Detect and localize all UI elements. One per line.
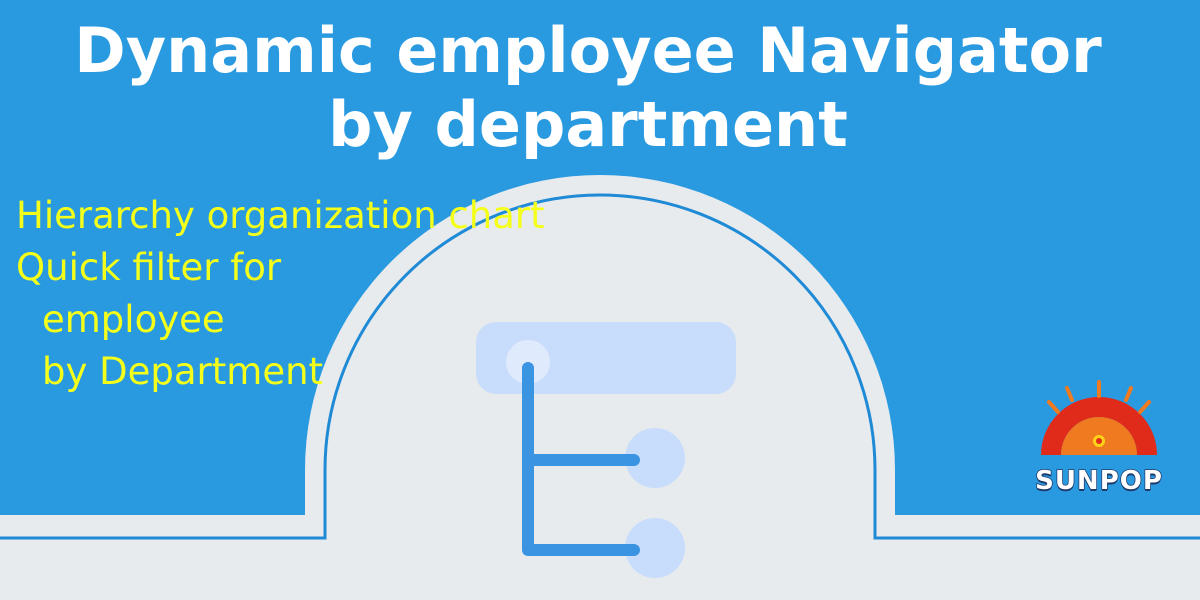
feature-item: by Department: [42, 350, 324, 393]
feature-item: Quick filter for: [16, 246, 282, 289]
feature-list: Hierarchy organization chart Quick filte…: [16, 190, 545, 398]
title-line-1: Dynamic employee Navigator: [74, 14, 1102, 87]
sunpop-sun-icon: [1041, 380, 1157, 455]
banner-title: Dynamic employee Navigator by department: [0, 14, 1176, 162]
brand-logo-text: SUNPOP: [1034, 465, 1163, 497]
title-line-2: by department: [328, 88, 848, 161]
org-tree-icon: [476, 322, 736, 578]
feature-item: Hierarchy organization chart: [16, 194, 545, 237]
feature-item: employee: [42, 298, 225, 341]
